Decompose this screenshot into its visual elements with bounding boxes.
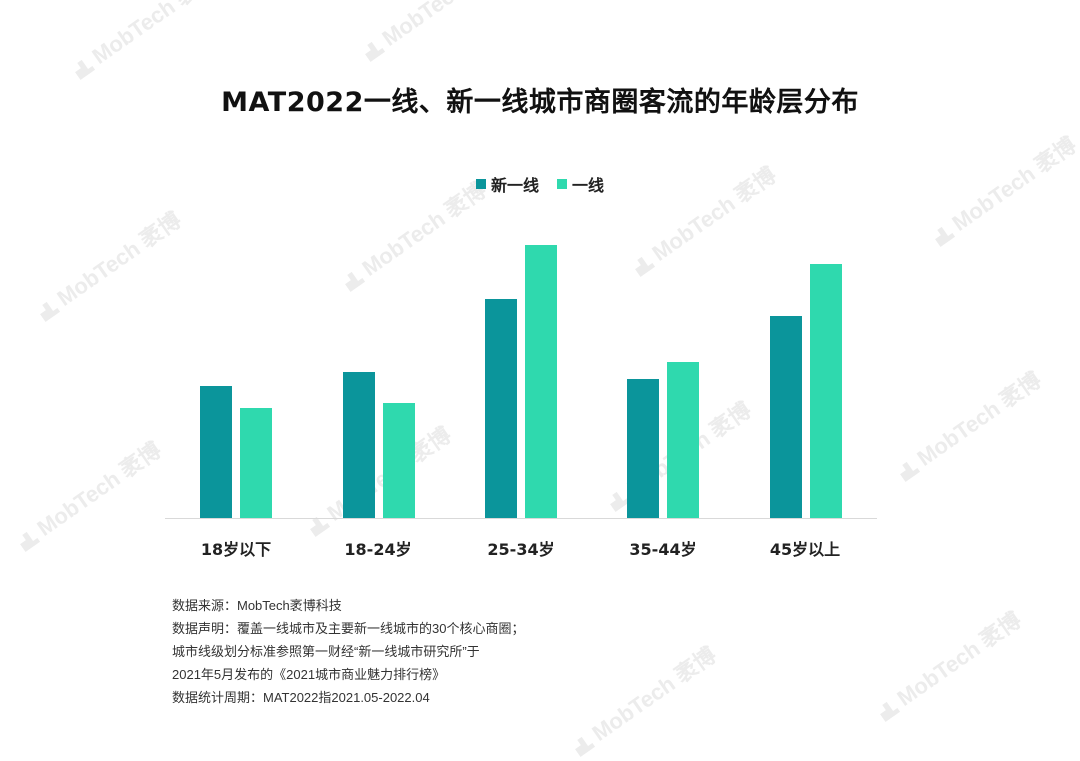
note-line: 数据声明：覆盖一线城市及主要新一线城市的30个核心商圈；	[172, 621, 525, 636]
legend-item-tier1: 一线	[557, 172, 604, 196]
bar-tier1	[667, 362, 700, 518]
chart-legend: 新一线 一线	[0, 172, 1080, 196]
bar-tier1	[809, 264, 842, 518]
bar-tier1	[240, 408, 273, 518]
chart-title: MAT2022一线、新一线城市商圈客流的年龄层分布	[221, 87, 859, 118]
x-axis-line	[165, 518, 877, 519]
bar-new-tier1	[769, 316, 802, 518]
bar-new-tier1	[200, 386, 233, 518]
legend-label: 新一线	[490, 176, 539, 195]
legend-item-new-tier1: 新一线	[475, 172, 539, 196]
legend-swatch-tier1	[557, 179, 567, 189]
x-tick-label: 18-24岁	[344, 540, 412, 559]
legend-label: 一线	[572, 176, 605, 195]
note-line: 数据统计周期：MAT2022指2021.05-2022.04	[172, 690, 430, 705]
x-tick-label: 18岁以下	[200, 540, 272, 559]
bar-new-tier1	[342, 372, 375, 518]
x-tick-label: 45岁以上	[769, 540, 841, 559]
bar-new-tier1	[485, 299, 517, 518]
source-notes: 数据来源：MobTech袤博科技 数据声明：覆盖一线城市及主要新一线城市的30个…	[172, 594, 524, 709]
note-line: 2021年5月发布的《2021城市商业魅力排行榜》	[172, 667, 446, 682]
plot-area	[165, 245, 877, 519]
x-tick-label: 35-44岁	[629, 540, 697, 559]
bar-tier1	[382, 403, 415, 518]
bar-tier1	[525, 245, 557, 518]
note-line: 城市线级划分标准参照第一财经“新一线城市研究所”于	[172, 644, 480, 659]
note-line: 数据来源：MobTech袤博科技	[172, 598, 342, 613]
x-tick-label: 25-34岁	[487, 540, 555, 559]
legend-swatch-new-tier1	[475, 179, 486, 189]
bar-new-tier1	[627, 379, 660, 518]
